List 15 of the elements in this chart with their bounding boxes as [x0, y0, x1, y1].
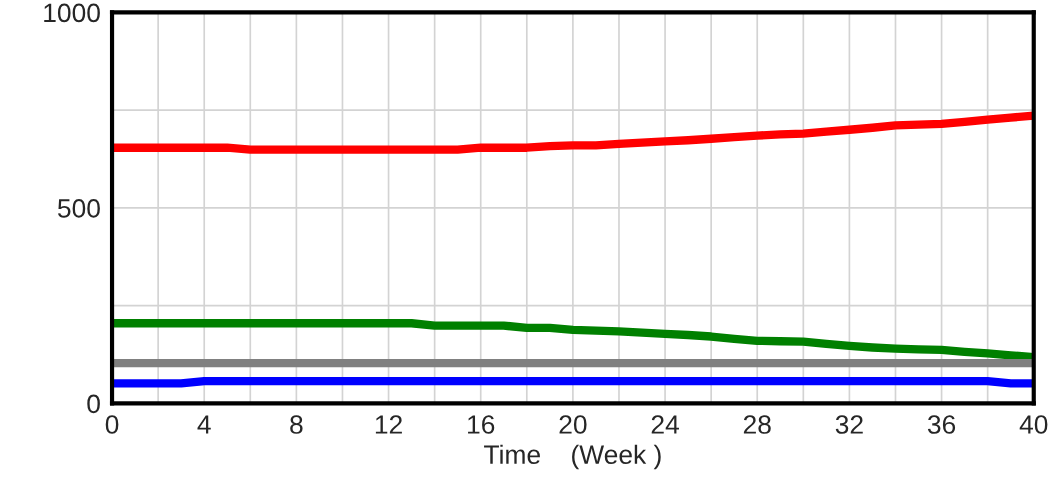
- x-tick-label: 40: [1019, 415, 1048, 434]
- x-tick-label: 4: [197, 415, 211, 434]
- x-tick-label: 32: [835, 415, 863, 434]
- x-tick-label: 12: [375, 415, 402, 434]
- y-tick-label: 1000: [44, 3, 100, 23]
- x-tick-label: 36: [927, 415, 956, 434]
- x-tick-label: 0: [105, 415, 119, 434]
- x-axis-title: Time (Week ): [484, 444, 661, 470]
- x-tick-label: 24: [651, 415, 679, 434]
- y-tick-label: 0: [87, 394, 100, 414]
- x-tick-label: 28: [743, 415, 771, 434]
- y-tick-label: 500: [57, 199, 100, 218]
- x-tick-label: 16: [468, 415, 495, 434]
- x-tick-label: 8: [290, 415, 303, 434]
- x-tick-label: 20: [559, 415, 587, 434]
